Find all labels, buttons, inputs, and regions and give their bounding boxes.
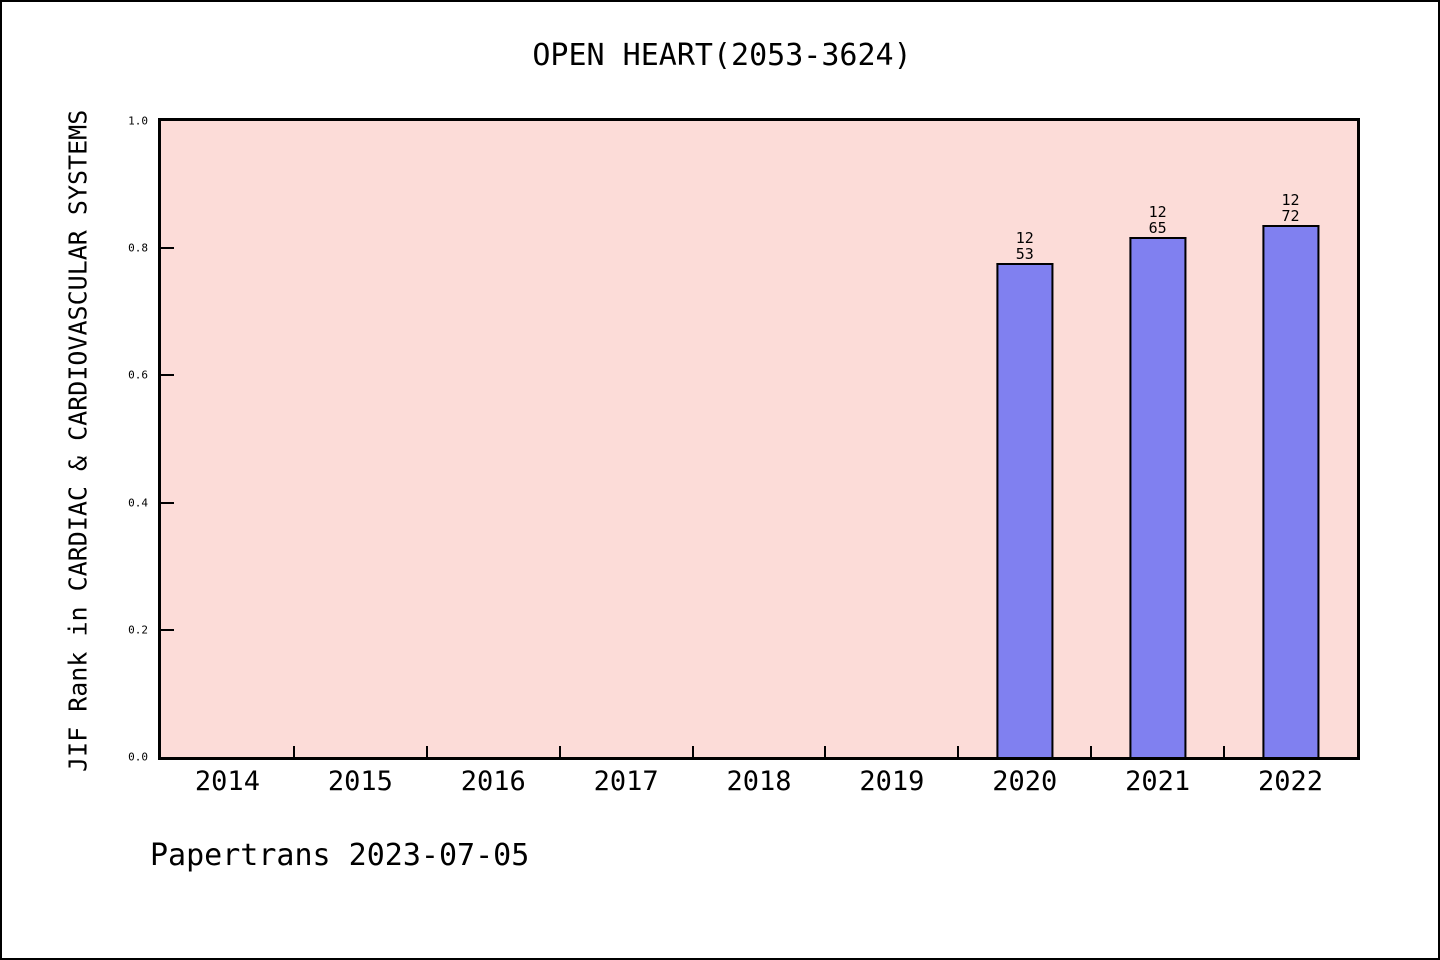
x-tick-label: 2022 xyxy=(1258,766,1324,797)
x-tick-mark xyxy=(292,746,295,757)
x-tick-label: 2018 xyxy=(726,766,792,797)
y-tick-label: 0.2 xyxy=(128,623,148,637)
y-tick-label: 0.4 xyxy=(128,496,148,510)
chart-title: OPEN HEART(2053-3624) xyxy=(532,38,912,73)
bar-label-2022: 12 72 xyxy=(1282,192,1300,224)
bar-label-2020: 12 53 xyxy=(1016,230,1034,262)
y-tick-mark xyxy=(161,501,174,504)
bar-label-rank: 12 xyxy=(1281,191,1300,210)
x-tick-mark xyxy=(425,746,428,757)
y-tick-label: 0.0 xyxy=(128,750,148,764)
y-tick-mark xyxy=(161,628,174,631)
bar-label-total: 65 xyxy=(1148,218,1167,237)
x-tick-mark xyxy=(824,746,827,757)
bar-label-rank: 12 xyxy=(1148,202,1167,221)
x-tick-label: 2019 xyxy=(859,766,925,797)
watermark-text: Papertrans 2023-07-05 xyxy=(150,838,530,873)
bar-2021 xyxy=(1129,236,1187,757)
y-tick-label: 1.0 xyxy=(128,114,148,128)
y-tick-mark xyxy=(161,374,174,377)
bar-label-2021: 12 65 xyxy=(1149,204,1167,236)
x-tick-label: 2015 xyxy=(327,766,393,797)
x-tick-label: 2016 xyxy=(460,766,526,797)
x-tick-label: 2020 xyxy=(992,766,1058,797)
y-tick-label: 0.6 xyxy=(128,368,148,382)
bar-2022 xyxy=(1261,225,1320,757)
y-tick-label: 0.8 xyxy=(128,241,148,255)
y-axis-label: JIF Rank in CARDIAC & CARDIOVASCULAR SYS… xyxy=(63,109,93,773)
x-tick-label: 2017 xyxy=(593,766,659,797)
x-tick-mark xyxy=(1223,746,1226,757)
bar-label-total: 72 xyxy=(1281,207,1300,226)
x-tick-label: 2021 xyxy=(1125,766,1191,797)
y-tick-mark xyxy=(161,247,174,250)
x-tick-mark xyxy=(957,746,960,757)
plot-area: 0.0 0.2 0.4 0.6 0.8 1.0 2014 2015 2016 2017 2018 20… xyxy=(128,115,1360,797)
x-tick-mark xyxy=(691,746,694,757)
bar-label-total: 53 xyxy=(1015,244,1034,263)
x-tick-mark xyxy=(1090,746,1093,757)
bar-2020 xyxy=(996,262,1054,757)
x-tick-mark xyxy=(558,746,561,757)
x-tick-label: 2014 xyxy=(194,766,260,797)
bar-label-rank: 12 xyxy=(1015,228,1034,247)
